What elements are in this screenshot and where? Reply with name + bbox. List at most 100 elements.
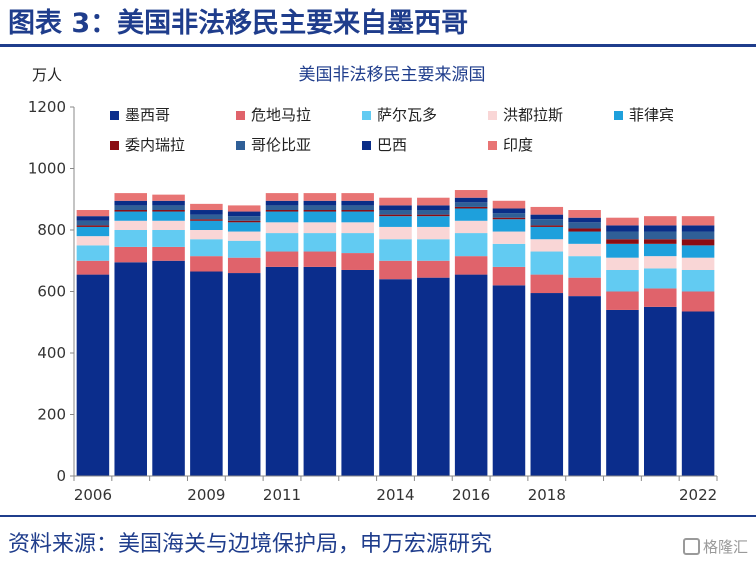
axes: 0 200 400 600 800 1000 1200 2006 2009 2011 2014 201…: [28, 98, 718, 504]
bar-segment-2014--: [379, 239, 412, 261]
legend-swatch--: [488, 141, 497, 150]
bar-segment-2022--: [681, 291, 715, 312]
bar-segment-2006--: [76, 245, 110, 261]
bar-segment-2014--: [379, 205, 412, 211]
legend-swatch--: [110, 141, 119, 150]
bar-segment-2020--: [606, 231, 639, 240]
bar-segment-2019--: [568, 243, 601, 257]
bar-segment-2007--: [114, 211, 147, 221]
bar-segment-2018--: [530, 226, 564, 240]
bar-segment-2012--: [303, 251, 337, 267]
bar-segment-2019--: [568, 277, 601, 297]
bar-segment-2010--: [227, 222, 261, 232]
bar-segment-2022--: [681, 225, 715, 232]
bar-segment-2010--: [227, 231, 261, 241]
legend-label: 墨西哥: [125, 106, 170, 124]
bar-segment-2007--: [114, 246, 147, 263]
bar-segment-2009--: [190, 239, 223, 257]
bar-segment-2019--: [568, 228, 601, 232]
legend-swatch--: [362, 111, 371, 120]
y-tick-label: 1000: [28, 160, 66, 178]
bar-segment-2011--: [265, 222, 299, 234]
bar-segment-2007--: [114, 262, 147, 476]
bar-segment-2017--: [492, 208, 526, 214]
x-tick-label-2011: 2011: [263, 486, 301, 504]
bar-segment-2008--: [152, 194, 185, 201]
bar-segment-2007--: [114, 210, 147, 212]
bar-segment-2015--: [417, 277, 450, 476]
legend-label: 危地马拉: [251, 106, 311, 124]
bar-segment-2015--: [417, 239, 450, 261]
bar-segment-2017--: [492, 285, 526, 476]
bar-segment-2015--: [417, 214, 450, 217]
y-tick-label: 200: [37, 406, 66, 424]
bar-segment-2021--: [644, 225, 677, 232]
source-rule: [0, 515, 756, 517]
watermark-logo-icon: [682, 538, 700, 555]
bar-segment-2017--: [492, 213, 526, 218]
bar-segment-2014--: [379, 279, 412, 476]
bar-segment-2013--: [341, 233, 374, 254]
bar-segment-2022--: [681, 311, 715, 476]
bar-segment-2006--: [76, 220, 110, 226]
bar-segment-2021--: [644, 239, 677, 244]
bar-segment-2006--: [76, 236, 110, 246]
bar-segment-2007--: [114, 193, 147, 201]
chart-title: 美国非法移民主要来源国: [299, 65, 486, 85]
bar-segment-2022--: [681, 239, 715, 246]
x-tick-label-2016: 2016: [452, 486, 490, 504]
bar-segment-2010--: [227, 257, 261, 274]
bar-segment-2006--: [76, 260, 110, 275]
x-tick-label-2014: 2014: [376, 486, 414, 504]
bar-segment-2008--: [152, 200, 185, 206]
x-tick-label-2018: 2018: [528, 486, 566, 504]
bar-segment-2017--: [492, 266, 526, 286]
bar-segment-2007--: [114, 230, 147, 247]
y-tick-label: 0: [56, 467, 66, 485]
bar-segment-2019--: [568, 210, 601, 218]
legend-label: 菲律宾: [629, 106, 674, 124]
x-tick-label-2006: 2006: [74, 486, 112, 504]
bar-segment-2021--: [644, 231, 677, 240]
bar-segment-2018--: [530, 206, 564, 215]
bar-segment-2008--: [152, 220, 185, 230]
bar-segment-2016--: [454, 190, 488, 198]
bar-segment-2020--: [606, 217, 639, 226]
bar-segment-2019--: [568, 256, 601, 278]
bar-segment-2009--: [190, 214, 223, 220]
bar-segment-2022--: [681, 231, 715, 240]
bar-segment-2010--: [227, 216, 261, 221]
bar-segment-2008--: [152, 211, 185, 221]
bar-segment-2020--: [606, 239, 639, 244]
y-tick-label: 1200: [28, 98, 66, 116]
bar-segment-2007--: [114, 220, 147, 230]
bar-segment-2013--: [341, 222, 374, 234]
bar-segment-2021--: [644, 216, 677, 226]
bar-segment-2012--: [303, 193, 337, 201]
bar-segment-2011--: [265, 200, 299, 206]
bar-segment-2012--: [303, 211, 337, 223]
bar-segment-2018--: [530, 274, 564, 294]
bar-segment-2021--: [644, 306, 677, 476]
bar-segment-2018--: [530, 251, 564, 275]
bar-segment-2007--: [114, 200, 147, 206]
bar-segment-2020--: [606, 257, 639, 270]
bar-segment-2015--: [417, 216, 450, 227]
bar-segment-2019--: [568, 231, 601, 244]
bar-segment-2012--: [303, 233, 337, 252]
bar-segment-2011--: [265, 193, 299, 201]
bar-segment-2013--: [341, 205, 374, 211]
bar-segment-2016--: [454, 256, 488, 275]
bar-segment-2016--: [454, 274, 488, 476]
bar-segment-2017--: [492, 217, 526, 220]
bar-segment-2006--: [76, 225, 110, 227]
bar-segment-2012--: [303, 200, 337, 206]
bar-segment-2013--: [341, 269, 374, 476]
bar-segment-2020--: [606, 243, 639, 258]
bar-segment-2018--: [530, 219, 564, 226]
bar-segment-2015--: [417, 197, 450, 206]
bar-segment-2011--: [265, 210, 299, 212]
legend-swatch--: [362, 141, 371, 150]
